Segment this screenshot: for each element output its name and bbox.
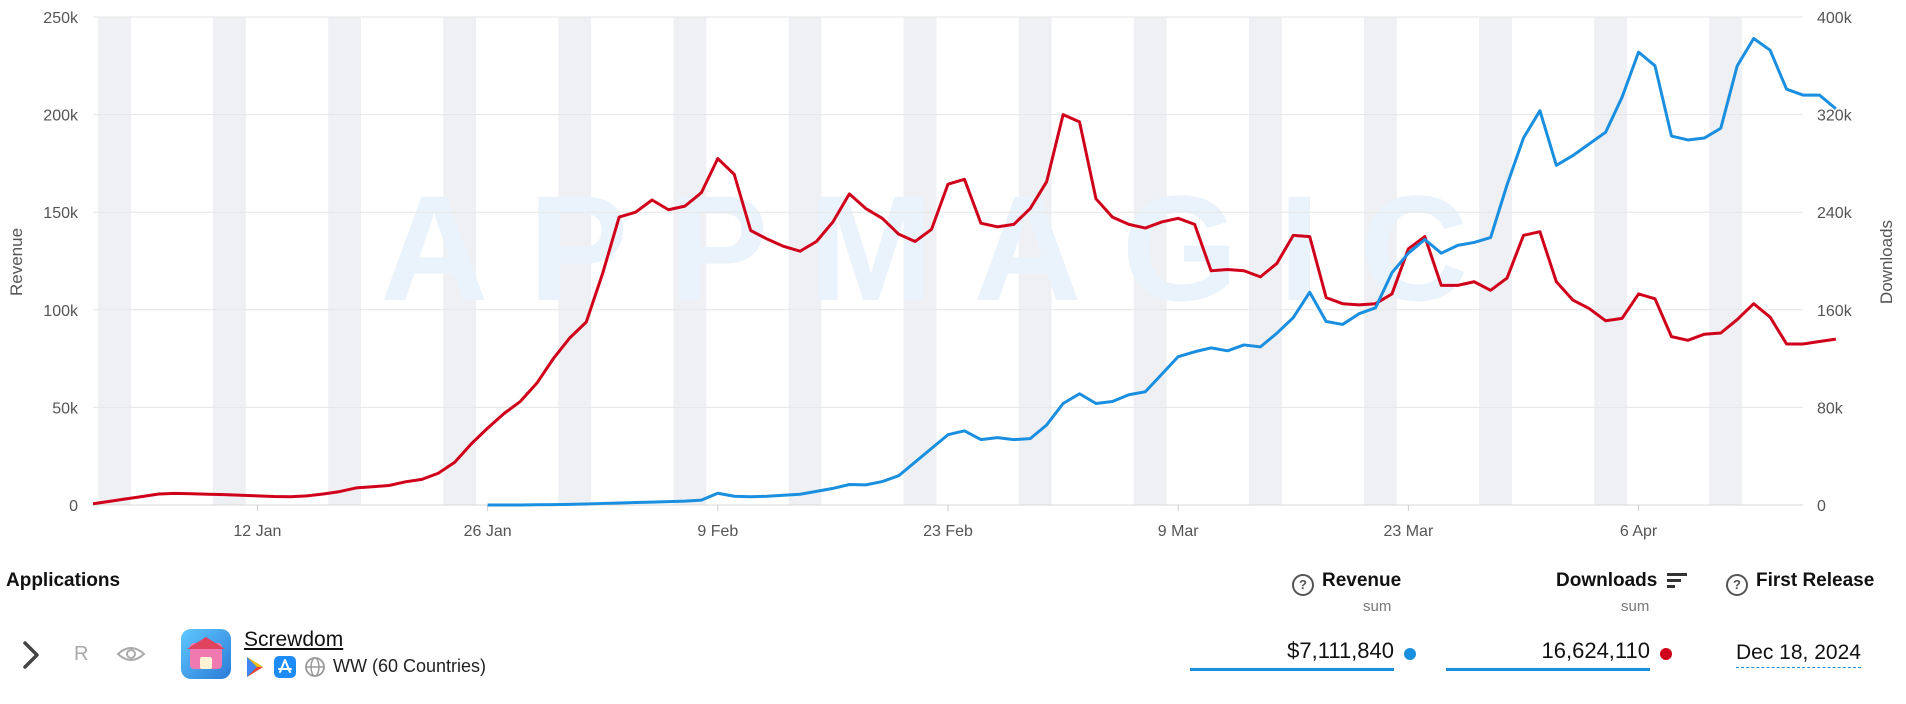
left-axis-ticks: 0 50k 100k 150k 200k 250k (43, 10, 79, 515)
week-band (328, 17, 362, 505)
right-tick-label: 240k (1817, 205, 1853, 222)
week-band (1709, 17, 1743, 505)
header-revenue-sub: sum (1363, 598, 1392, 615)
header-downloads-sub: sum (1621, 598, 1650, 615)
app-store-icon (274, 656, 296, 678)
left-axis-title: Revenue (7, 228, 26, 296)
expand-chevron-icon[interactable] (20, 640, 42, 670)
watermark: APPMAGIC (380, 164, 1508, 332)
first-release-value: Dec 18, 2024 (1736, 641, 1861, 668)
app-icon[interactable] (181, 629, 231, 679)
revenue-dot (1404, 648, 1416, 660)
left-tick-label: 0 (69, 498, 78, 515)
left-tick-label: 50k (52, 400, 79, 417)
x-tick-label: 9 Feb (697, 523, 738, 540)
x-tick-label: 6 Apr (1620, 523, 1658, 540)
week-band (903, 17, 937, 505)
x-tick-label: 23 Feb (923, 523, 973, 540)
week-band (1248, 17, 1282, 505)
x-tick-label: 26 Jan (464, 523, 512, 540)
header-downloads[interactable]: Downloads (1556, 570, 1687, 592)
left-tick-label: 100k (43, 303, 79, 320)
week-band (788, 17, 822, 505)
right-axis-ticks: 0 80k 160k 240k 320k 400k (1817, 10, 1853, 515)
left-tick-label: 250k (43, 10, 79, 27)
downloads-bar (1446, 668, 1650, 671)
week-band (97, 17, 131, 505)
x-axis-ticks: 12 Jan 26 Jan 9 Feb 23 Feb 9 Mar 23 Mar 6 Apr (233, 505, 1658, 540)
downloads-dot (1660, 648, 1672, 660)
help-icon[interactable]: ? (1292, 574, 1314, 596)
help-icon[interactable]: ? (1726, 574, 1748, 596)
header-first-release[interactable]: ? First Release (1726, 570, 1874, 596)
header-revenue[interactable]: ? Revenue (1292, 570, 1401, 596)
x-tick-label: 9 Mar (1158, 523, 1200, 540)
downloads-value: 16,624,110 (1541, 638, 1650, 663)
week-band (1594, 17, 1628, 505)
week-band (558, 17, 592, 505)
series-line-revenue (92, 113, 1837, 506)
week-band (673, 17, 707, 505)
rank-letter: R (74, 643, 89, 665)
header-first-release-label: First Release (1756, 570, 1875, 591)
gridlines (93, 16, 1803, 506)
left-tick-label: 150k (43, 205, 79, 222)
x-tick-label: 12 Jan (233, 523, 281, 540)
eye-icon[interactable] (116, 643, 146, 665)
right-axis-title: Downloads (1877, 220, 1896, 304)
right-tick-label: 160k (1817, 303, 1853, 320)
sort-icon[interactable] (1666, 572, 1687, 588)
header-downloads-label: Downloads (1556, 570, 1658, 591)
week-band (213, 17, 246, 505)
x-tick-label: 23 Mar (1383, 523, 1433, 540)
right-tick-label: 80k (1817, 400, 1844, 417)
left-tick-label: 200k (43, 108, 79, 125)
header-revenue-label: Revenue (1322, 570, 1402, 591)
app-name-link[interactable]: Screwdom (244, 628, 344, 651)
week-band (1363, 17, 1397, 505)
series-line-downloads (487, 36, 1837, 507)
week-band (1479, 17, 1512, 505)
week-band (443, 17, 477, 505)
google-play-icon (247, 657, 263, 677)
right-tick-label: 400k (1817, 10, 1853, 27)
revenue-value: $7,111,840 (1287, 638, 1394, 663)
right-tick-label: 320k (1817, 108, 1853, 125)
week-bands (97, 17, 1743, 505)
header-applications: Applications (6, 570, 121, 591)
week-band (1133, 17, 1167, 505)
right-tick-label: 0 (1817, 498, 1826, 515)
globe-icon (305, 657, 325, 677)
region-label: WW (60 Countries) (333, 656, 487, 676)
revenue-bar (1190, 668, 1394, 671)
